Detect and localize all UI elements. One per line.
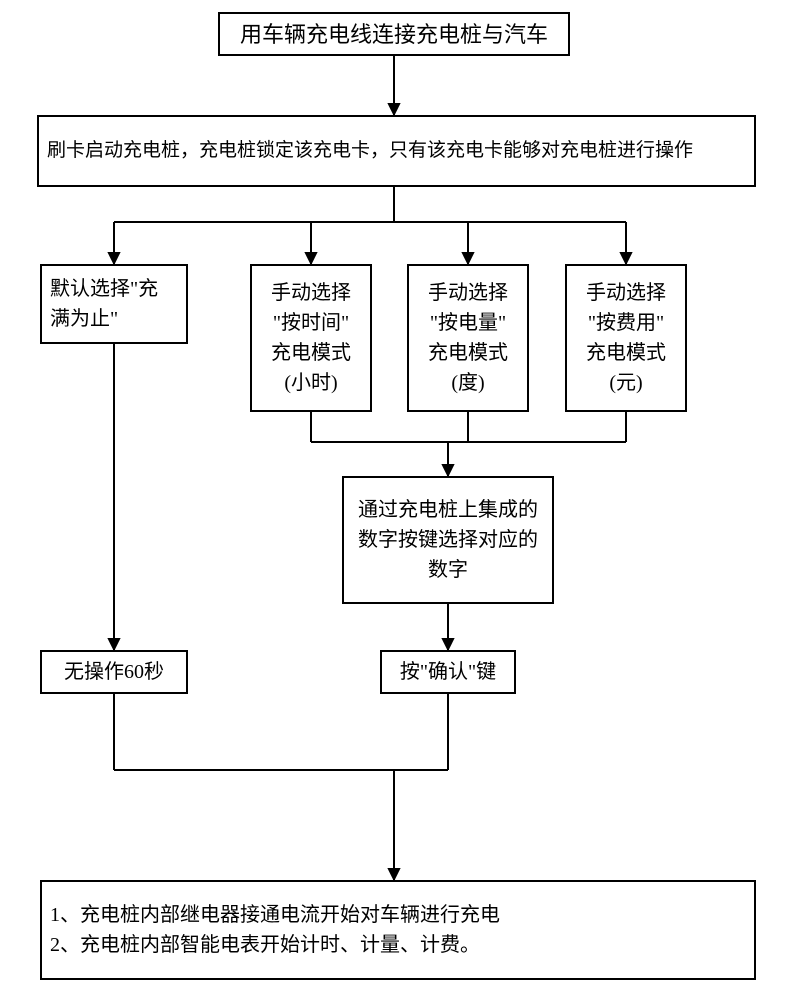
node-n3: 默认选择"充满为止" bbox=[40, 264, 188, 344]
node-label: 默认选择"充满为止" bbox=[50, 274, 178, 334]
node-label: 无操作60秒 bbox=[64, 657, 164, 687]
node-n9: 按"确认"键 bbox=[380, 650, 516, 694]
node-n2: 刷卡启动充电桩，充电桩锁定该充电卡，只有该充电卡能够对充电桩进行操作 bbox=[37, 115, 756, 187]
node-n1: 用车辆充电线连接充电桩与汽车 bbox=[218, 12, 570, 56]
node-label: 用车辆充电线连接充电桩与汽车 bbox=[240, 18, 548, 51]
node-n5: 手动选择 "按电量" 充电模式 (度) bbox=[407, 264, 529, 412]
node-label: 手动选择 "按时间" 充电模式 (小时) bbox=[271, 278, 351, 398]
node-label: 按"确认"键 bbox=[400, 657, 496, 687]
node-n4: 手动选择 "按时间" 充电模式 (小时) bbox=[250, 264, 372, 412]
node-n8: 无操作60秒 bbox=[40, 650, 188, 694]
node-n10: 1、充电桩内部继电器接通电流开始对车辆进行充电 2、充电桩内部智能电表开始计时、… bbox=[40, 880, 756, 980]
node-label: 手动选择 "按费用" 充电模式 (元) bbox=[586, 278, 666, 398]
node-label: 刷卡启动充电桩，充电桩锁定该充电卡，只有该充电卡能够对充电桩进行操作 bbox=[47, 137, 693, 166]
node-n7: 通过充电桩上集成的数字按键选择对应的数字 bbox=[342, 476, 554, 604]
node-n6: 手动选择 "按费用" 充电模式 (元) bbox=[565, 264, 687, 412]
node-label: 1、充电桩内部继电器接通电流开始对车辆进行充电 2、充电桩内部智能电表开始计时、… bbox=[50, 900, 500, 960]
flowchart-canvas: 用车辆充电线连接充电桩与汽车刷卡启动充电桩，充电桩锁定该充电卡，只有该充电卡能够… bbox=[0, 0, 805, 1000]
node-label: 手动选择 "按电量" 充电模式 (度) bbox=[428, 278, 508, 398]
node-label: 通过充电桩上集成的数字按键选择对应的数字 bbox=[352, 495, 544, 585]
